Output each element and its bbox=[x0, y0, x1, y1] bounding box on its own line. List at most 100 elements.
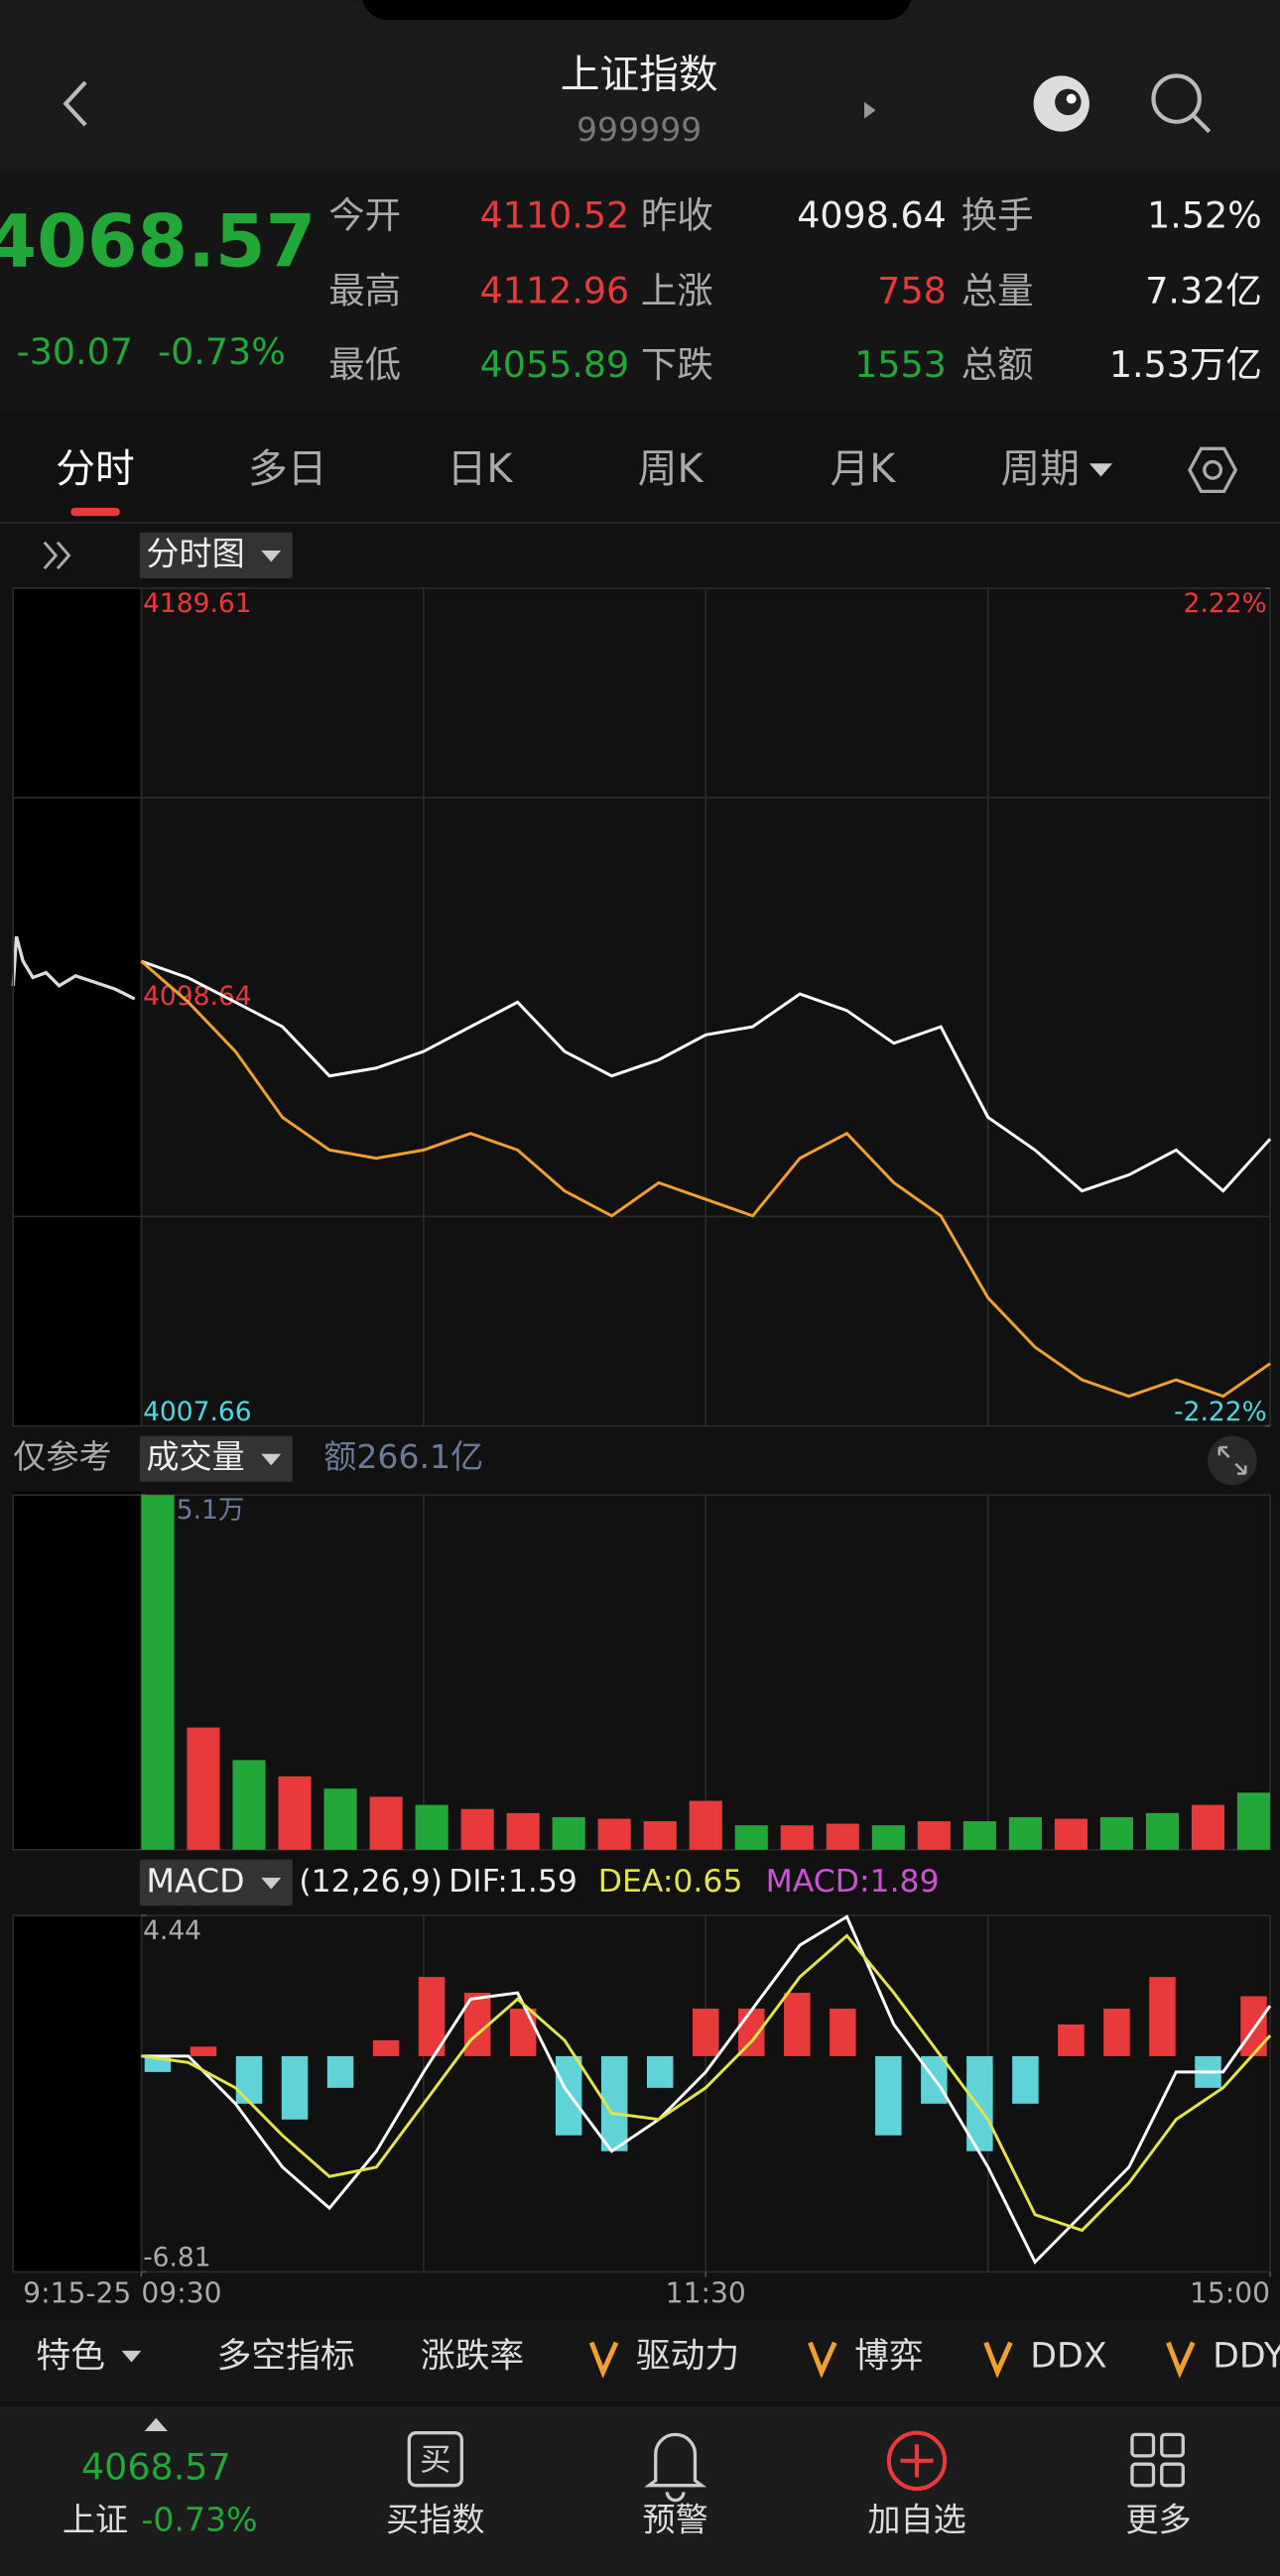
next-arrow[interactable] bbox=[864, 101, 876, 119]
macd-bar bbox=[1240, 1996, 1267, 2056]
y-tick-label: 4189.61 bbox=[143, 588, 252, 619]
buy-icon-text: 买 bbox=[420, 2442, 450, 2478]
macd-bar bbox=[1058, 2024, 1085, 2056]
macd-bar bbox=[784, 1993, 811, 2056]
last-price: 4068.57 bbox=[0, 200, 316, 285]
nav-item-label[interactable]: 更多 bbox=[1125, 2501, 1191, 2539]
back-button[interactable] bbox=[63, 80, 87, 127]
dif-value: DIF:1.59 bbox=[448, 1864, 577, 1900]
indicator-item[interactable]: 多空指标 bbox=[217, 2337, 355, 2377]
tab[interactable]: 月K bbox=[830, 446, 896, 492]
nav-item-label[interactable]: 加自选 bbox=[867, 2501, 965, 2539]
stat-label: 总量 bbox=[961, 269, 1034, 311]
macd-bar bbox=[646, 2055, 674, 2088]
stat-label: 上涨 bbox=[641, 269, 713, 311]
expand-left-icon[interactable] bbox=[43, 541, 71, 570]
tab[interactable]: 周期 bbox=[1000, 446, 1079, 492]
macd-bar bbox=[372, 2039, 400, 2056]
volume-bar bbox=[917, 1821, 951, 1850]
collapse-arrow[interactable] bbox=[144, 2417, 168, 2432]
v-badge bbox=[808, 2341, 837, 2379]
buy-icon[interactable] bbox=[407, 2431, 463, 2488]
volume-bar bbox=[734, 1825, 768, 1850]
stat-value: 4112.96 bbox=[480, 269, 630, 311]
dropdown-arrow bbox=[121, 2350, 142, 2363]
volume-bar bbox=[826, 1823, 859, 1850]
settings-icon[interactable] bbox=[1188, 446, 1238, 494]
premarket-area bbox=[13, 588, 142, 1426]
indicator-item[interactable]: DDX bbox=[1030, 2337, 1106, 2377]
volume-bar bbox=[552, 1816, 585, 1850]
macd-bar bbox=[418, 1977, 446, 2056]
stock-code: 999999 bbox=[576, 110, 702, 149]
dea-value: DEA:0.65 bbox=[598, 1864, 743, 1900]
indicator-item[interactable]: 特色 bbox=[36, 2337, 105, 2377]
notch bbox=[362, 0, 912, 21]
nav-item-label[interactable]: 预警 bbox=[642, 2501, 707, 2539]
nav-index-name: 上证 bbox=[63, 2501, 128, 2539]
volume-bar bbox=[597, 1818, 631, 1850]
volume-bar bbox=[506, 1812, 540, 1850]
v-badge bbox=[983, 2341, 1013, 2379]
premarket-area bbox=[13, 1915, 142, 2272]
settings-icon-center bbox=[1203, 459, 1223, 480]
stock-title: 上证指数 bbox=[561, 53, 718, 98]
macd-bar bbox=[875, 2055, 902, 2136]
macd-bar bbox=[830, 2008, 856, 2056]
search-icon[interactable] bbox=[1151, 73, 1212, 134]
stat-value: 4110.52 bbox=[480, 193, 630, 236]
alert-icon[interactable] bbox=[644, 2432, 707, 2503]
add-watch-icon[interactable] bbox=[886, 2430, 948, 2492]
nav-item-label[interactable]: 买指数 bbox=[386, 2501, 484, 2539]
stats-grid: 今开 4110.52 昨收 4098.64 换手 1.52% 最高 4112.96 上涨 758 总… bbox=[328, 193, 1262, 386]
volume-bar bbox=[1191, 1804, 1225, 1850]
stat-label: 总额 bbox=[961, 343, 1034, 386]
macd-bar bbox=[1103, 2008, 1130, 2056]
stat-value: 1553 bbox=[854, 343, 947, 386]
add-watch-plus bbox=[900, 2444, 934, 2478]
tab[interactable]: 日K bbox=[448, 446, 514, 492]
price-change: -30.07 bbox=[17, 330, 133, 373]
stat-value: 4098.64 bbox=[797, 193, 947, 236]
indicator-item[interactable]: 涨跌率 bbox=[421, 2337, 524, 2377]
mascot-icon[interactable] bbox=[1033, 75, 1089, 132]
indicator-item[interactable]: 博弈 bbox=[854, 2337, 924, 2377]
plot-frame bbox=[12, 587, 1271, 1427]
bottom-nav bbox=[0, 2406, 1280, 2576]
stat-value: 4055.89 bbox=[480, 343, 630, 386]
fullscreen-button[interactable] bbox=[1208, 1435, 1257, 1486]
stat-label: 最低 bbox=[328, 343, 401, 386]
tab[interactable]: 多日 bbox=[248, 446, 326, 492]
macd-params: (12,26,9) bbox=[299, 1864, 443, 1900]
volume-bar bbox=[780, 1825, 814, 1850]
more-icon[interactable] bbox=[1130, 2432, 1185, 2488]
indicator-item[interactable]: 驱动力 bbox=[636, 2337, 739, 2377]
fullscreen-icon bbox=[1217, 1445, 1247, 1475]
volume-bar bbox=[1008, 1816, 1042, 1850]
macd-bar bbox=[326, 2055, 354, 2088]
stat-value: 1.53万亿 bbox=[1109, 343, 1262, 386]
charts: 4189.614098.644007.662.22%-2.22%435.1万4.… bbox=[12, 587, 1272, 2310]
active-tab-indicator bbox=[70, 507, 120, 517]
stat-label: 换手 bbox=[961, 193, 1034, 236]
macd-bar bbox=[692, 2008, 719, 2056]
series-line bbox=[140, 960, 1271, 1399]
indicator-item[interactable]: DDY bbox=[1213, 2337, 1280, 2377]
dropdown-arrow bbox=[261, 1453, 282, 1466]
stat-value: 758 bbox=[877, 269, 947, 311]
quote-panel bbox=[0, 171, 1280, 412]
tab[interactable]: 周K bbox=[638, 446, 704, 492]
volume-bar bbox=[871, 1825, 905, 1850]
nav-index-price: 4068.57 bbox=[81, 2446, 231, 2489]
premarket-time: 9:15-25 bbox=[23, 2277, 131, 2310]
macd-bar bbox=[235, 2055, 263, 2104]
volume-bar bbox=[1145, 1812, 1180, 1850]
y2-tick-label: -2.22% bbox=[1174, 1397, 1267, 1427]
stat-label: 下跌 bbox=[641, 343, 713, 386]
indicator-bar bbox=[0, 2319, 1280, 2402]
indicator-selector-label: MACD bbox=[146, 1861, 244, 1900]
tab[interactable]: 分时 bbox=[56, 446, 134, 492]
macd-bar bbox=[281, 2055, 309, 2120]
